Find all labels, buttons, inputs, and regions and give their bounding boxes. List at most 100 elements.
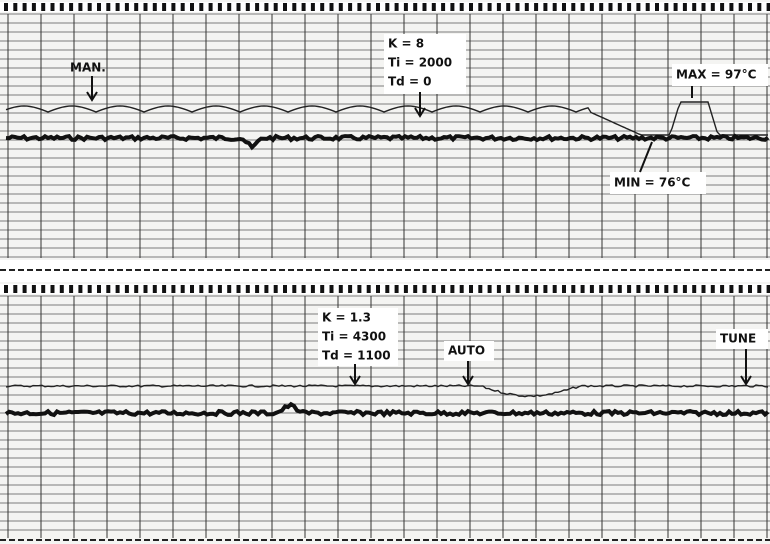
traces (4, 101, 770, 418)
sprocket-hole (320, 285, 325, 293)
sprocket-hole (738, 3, 743, 11)
sprocket-hole (571, 3, 576, 11)
sprocket-hole (310, 285, 315, 293)
sprocket-hole (273, 285, 278, 293)
sprocket-hole (636, 3, 641, 11)
label-box (384, 34, 466, 94)
sprocket-hole (301, 285, 306, 293)
sprocket-hole (4, 3, 8, 11)
sprocket-hole (766, 3, 770, 11)
sprocket-hole (22, 3, 27, 11)
sprocket-hole (41, 3, 46, 11)
sprocket-hole (580, 285, 585, 293)
sprocket-hole (729, 285, 734, 293)
sprocket-hole (617, 285, 622, 293)
sprocket-hole (199, 3, 204, 11)
sprocket-hole (255, 285, 260, 293)
sprocket-hole (292, 285, 297, 293)
sprocket-hole (227, 285, 232, 293)
sprocket-hole (552, 285, 557, 293)
sprocket-hole (31, 285, 36, 293)
sprocket-hole (59, 3, 64, 11)
sprocket-hole (124, 285, 129, 293)
sprocket-hole (748, 285, 752, 293)
sprocket-hole (562, 3, 566, 11)
sprocket-hole (143, 3, 148, 11)
sprocket-hole (413, 3, 418, 11)
sprocket-hole (208, 285, 213, 293)
sprocket-hole (710, 285, 715, 293)
sprocket-hole (608, 285, 613, 293)
sprocket-hole (4, 285, 8, 293)
sprocket-hole (338, 3, 343, 11)
sprocket-hole (283, 285, 287, 293)
sprocket-hole (673, 285, 678, 293)
sprocket-strip (0, 2, 770, 12)
label-box (610, 172, 706, 194)
arrow (349, 364, 361, 386)
sprocket-hole (106, 3, 111, 11)
sprocket-hole (524, 3, 529, 11)
sprocket-hole (627, 3, 632, 11)
sprocket-hole (627, 285, 632, 293)
sprocket-hole (664, 285, 669, 293)
sprocket-hole (710, 3, 715, 11)
sprocket-hole (13, 285, 18, 293)
sprocket-hole (190, 3, 194, 11)
sprocket-hole (729, 3, 734, 11)
sprocket-hole (757, 285, 762, 293)
setting: Td = 0 (388, 75, 432, 89)
trace (5, 384, 769, 398)
sprocket-hole (227, 3, 232, 11)
sprocket-hole (134, 3, 139, 11)
min-label: MIN = 76°C (614, 176, 691, 190)
sprocket-hole (450, 285, 455, 293)
sprocket-hole (478, 3, 483, 11)
sprocket-hole (571, 285, 576, 293)
sprocket-hole (162, 285, 167, 293)
sprocket-hole (152, 3, 157, 11)
sprocket-hole (515, 3, 520, 11)
sprocket-hole (552, 3, 557, 11)
sprocket-hole (655, 285, 659, 293)
sprocket-hole (366, 3, 371, 11)
sprocket-hole (524, 285, 529, 293)
sprocket-hole (97, 285, 101, 293)
sprocket-hole (487, 3, 492, 11)
label-box (444, 341, 494, 361)
label-box (672, 64, 768, 86)
sprocket-hole (655, 3, 659, 11)
labels: MAN. K = 8 Ti = 2000 Td = 0 MAX = 97°C M… (70, 34, 768, 386)
sprocket-hole (450, 3, 455, 11)
sprocket-hole (441, 3, 446, 11)
sprocket-hole (394, 3, 399, 11)
sprocket-hole (515, 285, 520, 293)
sprocket-hole (13, 3, 18, 11)
sprocket-hole (348, 285, 353, 293)
sprocket-hole (217, 3, 222, 11)
sprocket-hole (199, 285, 204, 293)
arrow (740, 349, 752, 386)
sprocket-hole (478, 285, 483, 293)
sprocket-hole (236, 285, 241, 293)
sprocket-hole (31, 3, 36, 11)
sprocket-hole (208, 3, 213, 11)
sprocket-hole (171, 3, 176, 11)
sprocket-hole (357, 285, 362, 293)
sprocket-hole (115, 3, 120, 11)
sprocket-hole (245, 3, 250, 11)
sprocket-hole (385, 3, 390, 11)
sprocket-hole (357, 3, 362, 11)
sprocket-hole (264, 285, 269, 293)
sprocket-hole (608, 3, 613, 11)
sprocket-hole (376, 3, 380, 11)
sprocket-hole (599, 285, 604, 293)
sprocket-hole (580, 3, 585, 11)
sprocket-hole (441, 285, 446, 293)
sprocket-hole (338, 285, 343, 293)
sprocket-hole (245, 285, 250, 293)
sprocket-hole (329, 285, 334, 293)
sprocket-hole (50, 3, 55, 11)
arrow (462, 361, 474, 386)
sprocket-hole (403, 285, 408, 293)
